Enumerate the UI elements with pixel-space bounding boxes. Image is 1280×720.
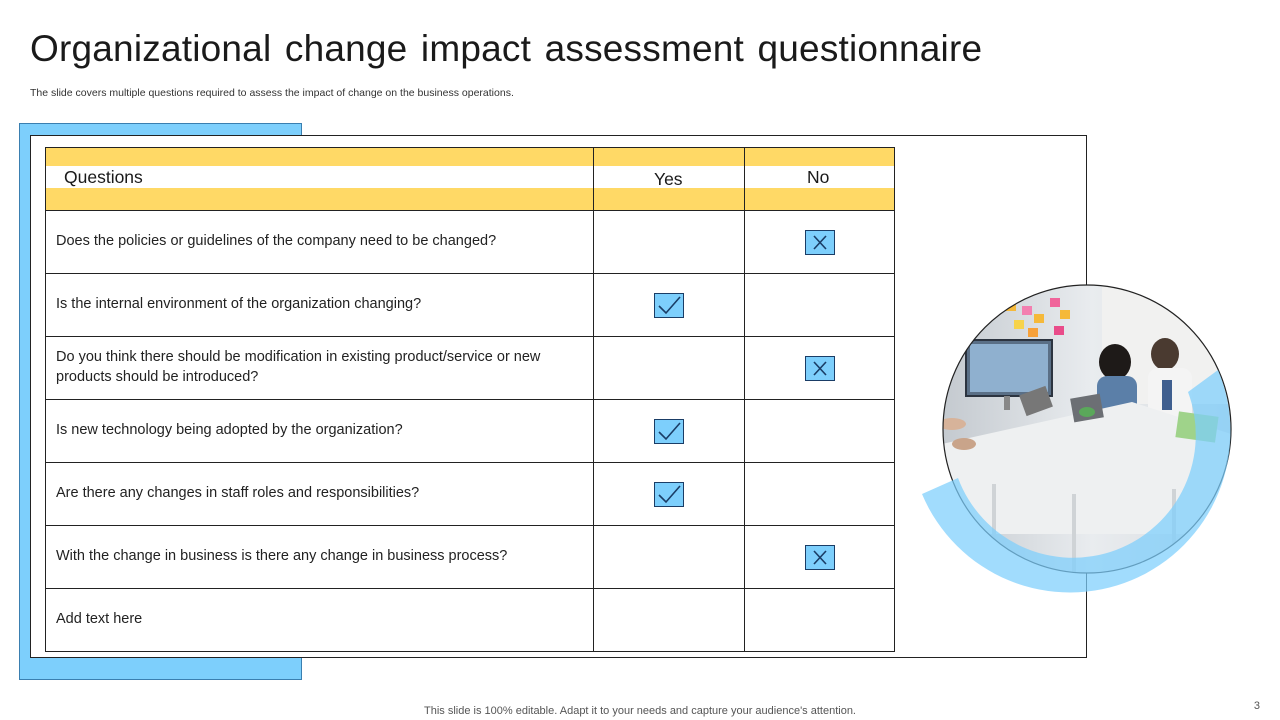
cross-icon xyxy=(804,355,835,381)
question-cell: Is the internal environment of the organ… xyxy=(45,273,594,337)
question-text: Is the internal environment of the organ… xyxy=(56,296,422,313)
no-cell xyxy=(744,462,895,526)
cross-icon xyxy=(804,229,835,255)
question-text: Add text here xyxy=(56,611,143,628)
header-band xyxy=(745,166,894,188)
question-text: Are there any changes in staff roles and… xyxy=(56,485,420,502)
question-cell: With the change in business is there any… xyxy=(45,525,594,589)
header-no: No xyxy=(807,167,830,187)
question-text: Does the policies or guidelines of the c… xyxy=(56,233,497,250)
cross-icon xyxy=(804,544,835,570)
no-cell xyxy=(744,399,895,463)
question-cell: Do you think there should be modificatio… xyxy=(45,336,594,400)
yes-cell xyxy=(593,273,745,337)
meeting-photo-illustration xyxy=(922,284,1232,593)
table-row: Do you think there should be modificatio… xyxy=(45,336,895,400)
header-no-cell: No xyxy=(744,147,895,211)
checkmark-icon xyxy=(654,292,684,318)
yes-cell xyxy=(593,525,745,589)
slide-footer: This slide is 100% editable. Adapt it to… xyxy=(424,705,856,717)
questionnaire-table: Questions Yes No Does the policies or gu… xyxy=(45,147,895,652)
table-row: Is new technology being adopted by the o… xyxy=(45,399,895,463)
table-row: With the change in business is there any… xyxy=(45,525,895,589)
header-band xyxy=(46,166,593,188)
header-questions: Questions xyxy=(64,167,143,187)
question-text: With the change in business is there any… xyxy=(56,548,508,565)
decorative-arc xyxy=(922,370,1231,593)
table-row: Add text here xyxy=(45,588,895,652)
no-cell xyxy=(744,525,895,589)
table-row: Is the internal environment of the organ… xyxy=(45,273,895,337)
header-yes-cell: Yes xyxy=(593,147,745,211)
yes-cell xyxy=(593,210,745,274)
question-text: Do you think there should be modificatio… xyxy=(56,349,541,385)
yes-cell xyxy=(593,462,745,526)
no-cell xyxy=(744,336,895,400)
question-cell: Add text here xyxy=(45,588,594,652)
page-number: 3 xyxy=(1253,700,1260,712)
question-cell: Are there any changes in staff roles and… xyxy=(45,462,594,526)
header-band xyxy=(594,166,744,188)
header-yes: Yes xyxy=(654,169,683,189)
yes-cell xyxy=(593,399,745,463)
question-cell: Is new technology being adopted by the o… xyxy=(45,399,594,463)
table-header-row: Questions Yes No xyxy=(45,147,895,211)
meeting-photo xyxy=(922,284,1262,609)
question-cell: Does the policies or guidelines of the c… xyxy=(45,210,594,274)
header-questions-cell: Questions xyxy=(45,147,594,211)
yes-cell xyxy=(593,588,745,652)
checkmark-icon xyxy=(654,418,684,444)
slide-subtitle: The slide covers multiple questions requ… xyxy=(30,87,514,99)
yes-cell xyxy=(593,336,745,400)
checkmark-icon xyxy=(654,481,684,507)
no-cell xyxy=(744,588,895,652)
slide-title: Organizational change impact assessment … xyxy=(30,28,983,69)
no-cell xyxy=(744,210,895,274)
table-row: Are there any changes in staff roles and… xyxy=(45,462,895,526)
table-row: Does the policies or guidelines of the c… xyxy=(45,210,895,274)
no-cell xyxy=(744,273,895,337)
question-text: Is new technology being adopted by the o… xyxy=(56,422,403,439)
